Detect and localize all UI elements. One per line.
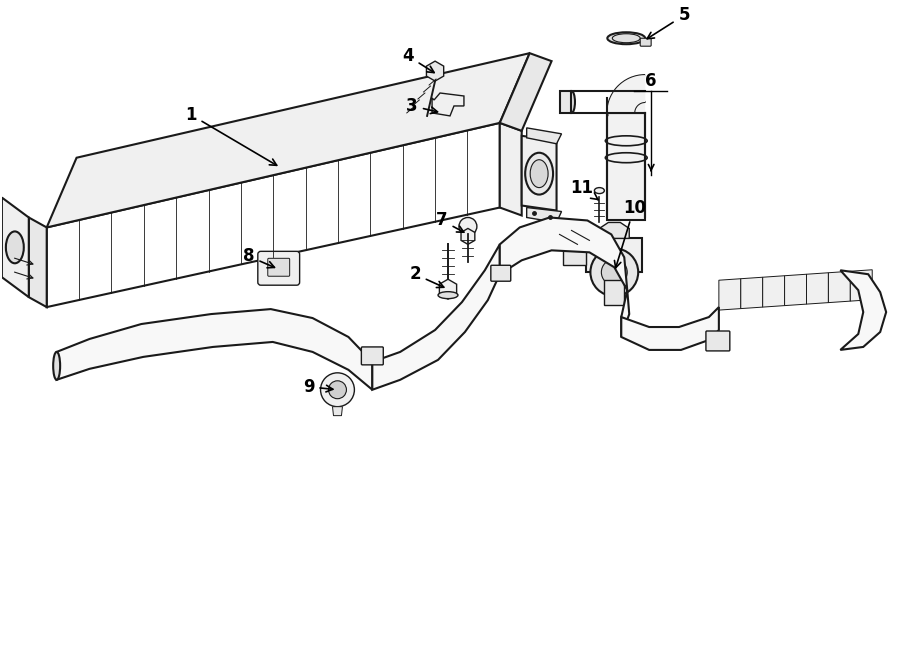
Text: 1: 1 — [185, 106, 276, 166]
Text: 7: 7 — [436, 211, 464, 232]
Polygon shape — [432, 93, 464, 116]
Ellipse shape — [568, 91, 575, 113]
Circle shape — [459, 218, 477, 236]
Polygon shape — [562, 246, 587, 265]
Text: 5: 5 — [647, 7, 689, 39]
Polygon shape — [841, 270, 886, 350]
Polygon shape — [373, 244, 500, 390]
FancyBboxPatch shape — [706, 331, 730, 351]
Polygon shape — [599, 222, 629, 238]
FancyBboxPatch shape — [640, 38, 652, 46]
Text: 9: 9 — [302, 378, 333, 396]
Polygon shape — [719, 279, 741, 310]
Circle shape — [590, 248, 638, 296]
Polygon shape — [57, 309, 373, 390]
FancyBboxPatch shape — [268, 258, 290, 276]
Ellipse shape — [438, 292, 458, 299]
Ellipse shape — [526, 153, 554, 195]
FancyBboxPatch shape — [362, 347, 383, 365]
Text: 2: 2 — [410, 265, 444, 287]
Polygon shape — [526, 128, 562, 144]
Polygon shape — [439, 279, 456, 299]
Polygon shape — [850, 269, 872, 301]
Text: 8: 8 — [243, 248, 274, 268]
Ellipse shape — [53, 352, 60, 380]
Polygon shape — [526, 207, 562, 222]
Polygon shape — [500, 218, 629, 337]
Polygon shape — [741, 277, 762, 308]
Polygon shape — [47, 123, 500, 307]
Text: 10: 10 — [615, 199, 645, 268]
Polygon shape — [560, 91, 572, 113]
Ellipse shape — [594, 187, 604, 193]
Polygon shape — [47, 53, 530, 228]
Polygon shape — [461, 228, 475, 244]
Ellipse shape — [6, 232, 23, 263]
Polygon shape — [608, 113, 645, 220]
Polygon shape — [604, 280, 625, 305]
Polygon shape — [806, 273, 828, 304]
Text: 3: 3 — [406, 97, 437, 115]
Text: 11: 11 — [570, 179, 599, 200]
FancyBboxPatch shape — [257, 252, 300, 285]
Circle shape — [328, 381, 346, 399]
Polygon shape — [621, 307, 719, 350]
Circle shape — [601, 260, 627, 285]
FancyBboxPatch shape — [491, 265, 510, 281]
Text: 4: 4 — [402, 47, 434, 73]
Polygon shape — [500, 123, 522, 216]
Polygon shape — [828, 271, 850, 303]
Polygon shape — [2, 197, 29, 297]
Polygon shape — [785, 274, 806, 306]
Polygon shape — [608, 75, 645, 113]
Polygon shape — [587, 238, 643, 272]
Wedge shape — [608, 75, 645, 113]
Polygon shape — [762, 276, 785, 307]
Polygon shape — [500, 53, 552, 131]
Polygon shape — [29, 218, 47, 307]
Polygon shape — [332, 406, 343, 416]
Text: 6: 6 — [645, 72, 657, 90]
Ellipse shape — [530, 160, 548, 187]
Circle shape — [320, 373, 355, 406]
Polygon shape — [522, 136, 556, 211]
Ellipse shape — [608, 32, 645, 44]
